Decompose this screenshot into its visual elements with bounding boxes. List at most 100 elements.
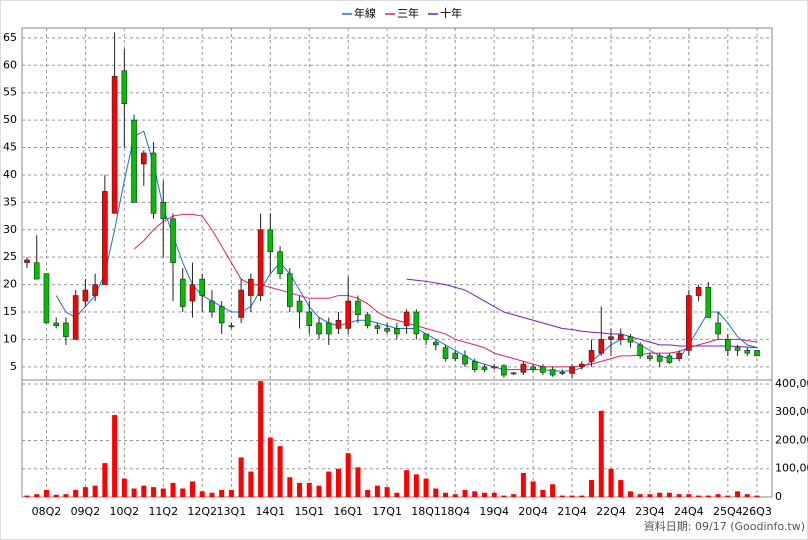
candle-body xyxy=(462,355,468,365)
candle-body xyxy=(705,287,712,318)
volume-bar xyxy=(189,481,195,497)
candle-body xyxy=(364,314,371,327)
candle-body xyxy=(160,202,167,220)
ma-line xyxy=(133,213,758,368)
x-tick-label: 24Q4 xyxy=(674,505,704,518)
volume-bar xyxy=(73,489,79,497)
volume-bar xyxy=(170,482,176,497)
x-tick-label: 22Q4 xyxy=(596,505,626,518)
volume-bar xyxy=(686,494,692,497)
volume-bar xyxy=(394,492,400,497)
volume-bar xyxy=(705,495,711,497)
volume-bar xyxy=(735,491,741,497)
candle-body xyxy=(744,350,751,354)
x-tick-label: 26Q3 xyxy=(742,505,772,518)
y-tick-label: 15 xyxy=(3,305,17,318)
x-tick-label: 13Q1 xyxy=(217,505,247,518)
candle-body xyxy=(637,344,644,357)
x-tick-label: 11Q2 xyxy=(148,505,178,518)
volume-bar xyxy=(647,494,653,497)
volume-bar xyxy=(744,494,750,497)
candle-body xyxy=(306,311,313,327)
y-tick-label: 60 xyxy=(3,58,17,71)
candle-body xyxy=(189,284,196,302)
volume-bar xyxy=(443,492,449,497)
volume-bar xyxy=(199,491,205,497)
volume-bar xyxy=(102,463,108,497)
y-tick-label: 65 xyxy=(3,31,17,44)
y2-tick-label: 100,000 xyxy=(775,462,808,475)
candle-body xyxy=(423,333,429,340)
y2-tick-label: 300,000 xyxy=(775,405,808,418)
candle-body xyxy=(92,284,98,296)
volume-bar xyxy=(413,474,419,497)
volume-bar xyxy=(511,494,517,497)
volume-bar xyxy=(82,487,88,497)
volume-bar xyxy=(433,488,439,497)
volume-bar xyxy=(579,495,585,497)
volume-bar xyxy=(121,478,127,497)
candle-body xyxy=(102,191,108,285)
candle-body xyxy=(598,339,605,354)
candle-body xyxy=(549,369,556,376)
candle-body xyxy=(471,361,478,370)
x-tick-label: 17Q1 xyxy=(372,505,402,518)
volume-bar xyxy=(63,494,69,497)
candle-body xyxy=(72,295,79,340)
volume-bar xyxy=(131,488,137,497)
volume-bar xyxy=(715,494,721,497)
candle-body xyxy=(53,322,60,327)
volume-bar xyxy=(345,453,351,497)
candle-body xyxy=(491,366,498,369)
candle-body xyxy=(228,325,235,328)
volume-bar xyxy=(559,495,565,497)
y-tick-label: 25 xyxy=(3,250,17,263)
candle-body xyxy=(666,355,673,363)
candle-body xyxy=(267,229,274,253)
candle-body xyxy=(617,334,624,340)
volume-bar xyxy=(228,489,234,497)
y2-tick-label: 400,000 xyxy=(775,377,808,390)
candle-body xyxy=(413,311,420,335)
volume-bar xyxy=(589,480,595,497)
candle-body xyxy=(131,119,137,203)
candle-body xyxy=(170,218,176,263)
y-tick-label: 35 xyxy=(3,195,17,208)
candle-body xyxy=(452,352,459,359)
x-tick-label: 23Q4 xyxy=(635,505,665,518)
x-tick-label: 14Q1 xyxy=(256,505,286,518)
candle-body xyxy=(286,273,293,307)
legend-label: 十年 xyxy=(440,6,462,20)
candle-body xyxy=(121,70,128,104)
x-tick-label: 10Q2 xyxy=(110,505,140,518)
volume-bar xyxy=(24,495,30,497)
volume-bar xyxy=(404,470,410,497)
candle-body xyxy=(325,322,332,335)
volume-bar xyxy=(676,494,682,497)
volume-bar xyxy=(540,489,546,497)
candle-body xyxy=(510,372,517,375)
candle-body xyxy=(569,366,575,374)
y-tick-label: 5 xyxy=(10,360,17,373)
candle-body xyxy=(559,372,566,374)
candle-body xyxy=(63,322,69,337)
volume-bar xyxy=(316,485,322,497)
y-tick-label: 40 xyxy=(3,168,17,181)
volume-bar xyxy=(287,477,293,497)
candle-body xyxy=(442,347,449,359)
volume-bar xyxy=(637,494,643,497)
volume-bar xyxy=(306,482,312,497)
volume-bar xyxy=(92,485,98,497)
candle-body xyxy=(588,350,595,362)
x-tick-label: 08Q2 xyxy=(32,505,62,518)
volume-bar xyxy=(627,491,633,497)
candle-body xyxy=(686,295,692,351)
volume-bar xyxy=(180,488,186,497)
candle-body xyxy=(432,341,439,346)
candle-body xyxy=(248,278,254,296)
candle-body xyxy=(335,319,342,329)
candle-body xyxy=(656,355,663,362)
candle-body xyxy=(481,366,488,370)
candle-body xyxy=(111,75,118,214)
